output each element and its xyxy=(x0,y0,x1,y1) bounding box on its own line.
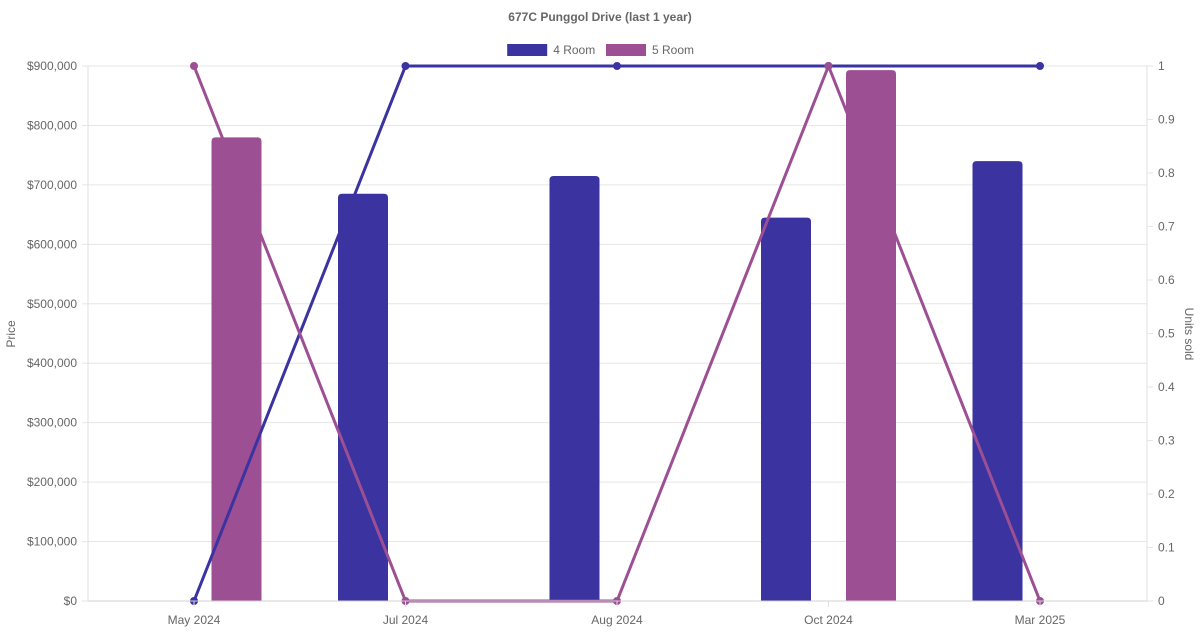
line-4-room xyxy=(192,64,1040,602)
bar-4-room xyxy=(972,161,1023,601)
x-tick-label: Jul 2024 xyxy=(383,613,429,627)
y2-tick-label: 0.9 xyxy=(1158,113,1175,127)
y2-tick-label: 0.3 xyxy=(1158,434,1175,448)
legend-swatch xyxy=(606,44,646,56)
legend-label: 4 Room xyxy=(553,43,595,57)
bar-4-room xyxy=(338,193,388,602)
y-axis-title: Price xyxy=(4,320,18,348)
y2-axis-title: Units sold xyxy=(1182,308,1196,361)
legend-label: 5 Room xyxy=(652,43,694,57)
point-5-room xyxy=(190,62,198,70)
x-tick-label: May 2024 xyxy=(168,613,221,627)
y-tick-label: $800,000 xyxy=(27,118,77,132)
legend-item[interactable]: 5 Room xyxy=(606,43,694,57)
axes: $0 $100,000 $200,000 $300,000 $400,000 $500,0… xyxy=(27,59,1175,627)
bar-5-room xyxy=(211,137,262,602)
bar-5-room xyxy=(846,70,896,601)
bars xyxy=(211,70,1023,602)
unit-lines xyxy=(190,62,1044,605)
x-tick-label: Oct 2024 xyxy=(804,613,853,627)
point-4-room xyxy=(1036,62,1044,70)
point-4-room xyxy=(613,62,621,70)
y2-tick-label: 0.1 xyxy=(1158,541,1175,555)
y-tick-label: $100,000 xyxy=(27,535,77,549)
y2-tick-label: 0.8 xyxy=(1158,166,1175,180)
y2-tick-label: 0.7 xyxy=(1158,220,1175,234)
y-tick-label: $300,000 xyxy=(27,416,77,430)
legend-swatch xyxy=(507,44,548,56)
y2-tick-label: 0.6 xyxy=(1158,273,1175,287)
legend[interactable]: 4 Room 5 Room xyxy=(507,43,694,57)
y2-tick-label: 1 xyxy=(1158,59,1165,73)
bar-4-room xyxy=(549,175,600,601)
y2-tick-label: 0 xyxy=(1158,594,1165,608)
legend-item[interactable]: 4 Room xyxy=(507,43,595,57)
x-tick-label: Mar 2025 xyxy=(1015,613,1066,627)
y-tick-label: $700,000 xyxy=(27,178,77,192)
y-tick-label: $900,000 xyxy=(27,59,77,73)
y2-tick-label: 0.5 xyxy=(1158,327,1175,341)
point-5-room xyxy=(824,62,833,70)
y2-tick-label: 0.4 xyxy=(1158,380,1175,394)
line-5-room xyxy=(192,64,1042,603)
y-tick-label: $500,000 xyxy=(27,297,77,311)
y-tick-label: $200,000 xyxy=(27,475,77,489)
x-tick-label: Aug 2024 xyxy=(591,613,643,627)
y-tick-label: $400,000 xyxy=(27,356,77,370)
chart-title: 677C Punggol Drive (last 1 year) xyxy=(508,10,691,24)
y2-tick-label: 0.2 xyxy=(1158,487,1175,501)
y-tick-label: $0 xyxy=(64,594,78,608)
bar-4-room xyxy=(761,217,811,602)
point-4-room xyxy=(401,62,410,70)
y-tick-label: $600,000 xyxy=(27,237,77,251)
